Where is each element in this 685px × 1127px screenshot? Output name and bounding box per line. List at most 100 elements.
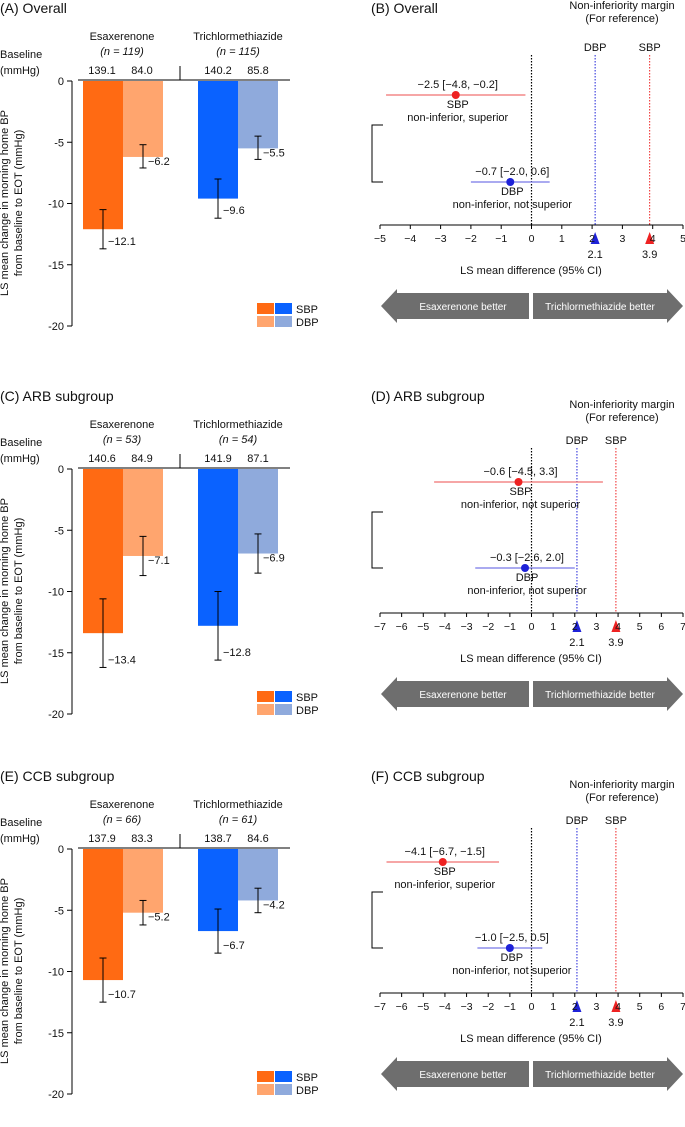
x-tick-label: −2 (482, 621, 494, 633)
legend-label: SBP (296, 304, 318, 316)
legend-swatch-trichlormethiazide (275, 691, 292, 702)
estimate-point-sbp (451, 91, 460, 99)
estimate-conclusion: non-inferior, not superior (467, 585, 587, 597)
x-tick-label: −2 (465, 233, 477, 245)
margin-marker-sbp (611, 1000, 621, 1012)
y-axis-label: LS mean change in morning home BP from ba… (0, 498, 25, 684)
estimate-conclusion: non-inferior, not superior (452, 965, 572, 977)
y-tick-label: -20 (48, 1089, 64, 1101)
y-label-line2: from baseline to EOT (mmHg) (13, 518, 25, 665)
baseline-dbp: 84.6 (247, 833, 268, 845)
x-tick-label: −5 (417, 621, 429, 633)
margin-header-note: (For reference) (585, 13, 658, 25)
x-tick-label: −4 (439, 621, 451, 633)
arrow-right (533, 289, 683, 323)
panel-title: (D) ARB subgroup (371, 388, 485, 404)
y-tick-label: -15 (48, 260, 64, 272)
group-name: Esaxerenone (90, 799, 155, 811)
x-tick-label: −7 (374, 621, 386, 633)
arrow-right-label: Trichlormethiazide better (545, 1070, 655, 1081)
y-tick-label: -20 (48, 321, 64, 333)
estimate-label: −2.5 [−4.8, −0.2] (418, 79, 498, 91)
legend-label: DBP (296, 317, 319, 329)
margin-header: Non-inferiority margin (569, 779, 674, 791)
margin-header-note: (For reference) (585, 792, 658, 804)
margin-top-label: SBP (605, 435, 627, 447)
arrow-left-label: Esaxerenone better (419, 302, 507, 313)
panel-title: (F) CCB subgroup (371, 768, 485, 784)
legend-swatch-esaxerenone (257, 704, 274, 715)
margin-value-label: 3.9 (642, 249, 657, 261)
bar-value-label: −10.7 (108, 989, 136, 1001)
x-tick-label: −1 (495, 233, 507, 245)
x-tick-label: 3 (594, 1001, 600, 1013)
comparison-bracket (371, 511, 383, 569)
y-tick-label: -5 (54, 905, 64, 917)
bar-value-label: −12.1 (108, 236, 136, 248)
x-tick-label: −4 (439, 1001, 451, 1013)
estimate-name: DBP (501, 186, 524, 198)
bar-sbp (83, 81, 123, 230)
arrow-left (381, 677, 529, 711)
panel-title: (E) CCB subgroup (0, 768, 115, 784)
y-tick-label: -10 (48, 967, 64, 979)
legend-swatch-trichlormethiazide (275, 1084, 292, 1095)
margin-value-label: 2.1 (587, 249, 602, 261)
estimate-conclusion: non-inferior, not superior (453, 199, 573, 211)
estimate-conclusion: non-inferior, not superior (461, 499, 581, 511)
forest-panel-2: (F) CCB subgroup Non-inferiority margin(F… (371, 768, 685, 1091)
group-n-label: (n = 119) (100, 46, 144, 58)
x-tick-label: 1 (550, 1001, 556, 1013)
baseline-unit-label: (mmHg) (0, 453, 40, 465)
margin-marker-sbp (611, 620, 621, 632)
x-tick-label: −6 (396, 621, 408, 633)
legend-swatch-esaxerenone (257, 1084, 274, 1095)
y-tick-label: 0 (58, 76, 64, 88)
x-tick-label: −1 (504, 621, 516, 633)
group-n-label: (n = 61) (219, 814, 258, 826)
margin-header: Non-inferiority margin (569, 0, 674, 12)
x-tick-label: −7 (374, 1001, 386, 1013)
arrow-right (533, 1057, 683, 1091)
x-tick-label: 6 (658, 1001, 664, 1013)
bar-panel-2: (E) CCB subgroup Baseline (mmHg) Esaxerenon… (0, 768, 319, 1101)
y-tick-label: -20 (48, 709, 64, 721)
panel-title: (B) Overall (371, 0, 438, 16)
x-tick-label: 3 (619, 233, 625, 245)
group-n-label: (n = 53) (103, 434, 142, 446)
bar-panel-1: (C) ARB subgroup Baseline (mmHg) Esaxerenon… (0, 388, 319, 721)
estimate-point-sbp (438, 858, 447, 866)
y-tick-label: -15 (48, 1028, 64, 1040)
margin-top-label: DBP (584, 42, 607, 54)
group-name: Trichlormethiazide (193, 31, 282, 43)
y-label-line1: LS mean change in morning home BP (0, 498, 11, 684)
bar-value-label: −5.5 (263, 147, 285, 159)
y-label-line2: from baseline to EOT (mmHg) (13, 898, 25, 1045)
baseline-dbp: 85.8 (247, 65, 268, 77)
y-label-line2: from baseline to EOT (mmHg) (13, 130, 25, 277)
baseline-sbp: 140.2 (204, 65, 232, 77)
bar-value-label: −6.9 (263, 553, 285, 565)
baseline-label: Baseline (0, 817, 42, 829)
x-tick-label: 3 (594, 621, 600, 633)
y-tick-label: -10 (48, 199, 64, 211)
forest-panel-1: (D) ARB subgroup Non-inferiority margin(F… (371, 388, 685, 711)
group-name: Esaxerenone (90, 419, 155, 431)
margin-marker-dbp (590, 232, 600, 244)
x-tick-label: 7 (680, 1001, 685, 1013)
legend-swatch-esaxerenone (257, 1071, 274, 1082)
arrow-left (381, 289, 529, 323)
estimate-label: −1.0 [−2.5, 0.5] (475, 932, 549, 944)
x-tick-label: −3 (461, 621, 473, 633)
y-tick-label: -5 (54, 525, 64, 537)
estimate-name: SBP (447, 99, 469, 111)
estimate-point-dbp (505, 944, 514, 952)
margin-marker-sbp (645, 232, 655, 244)
legend-label: DBP (296, 705, 319, 717)
y-tick-label: -15 (48, 648, 64, 660)
estimate-conclusion: non-inferior, superior (407, 112, 508, 124)
margin-header-note: (For reference) (585, 412, 658, 424)
estimate-name: DBP (516, 572, 539, 584)
margin-value-label: 3.9 (608, 637, 623, 649)
